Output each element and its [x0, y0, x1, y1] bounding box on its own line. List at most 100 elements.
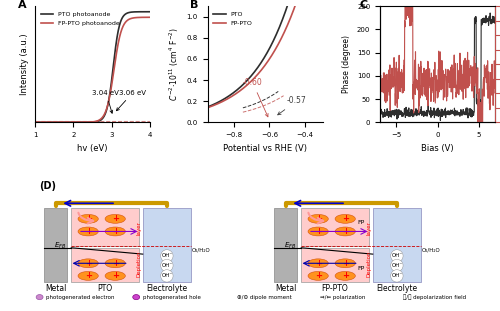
FP-PTO photoanode — [147, 16, 153, 19]
Text: O₂/H₂O: O₂/H₂O — [192, 248, 210, 253]
Text: Metal: Metal — [275, 284, 296, 293]
Ellipse shape — [335, 259, 355, 268]
Text: Electrolyte: Electrolyte — [146, 284, 188, 293]
FP-PTO photoanode — [126, 17, 132, 21]
Text: B: B — [190, 0, 198, 10]
Text: OH⁻: OH⁻ — [162, 253, 172, 258]
PTO — [204, 105, 210, 109]
FP-PTO photoanode — [94, 119, 100, 123]
Ellipse shape — [105, 259, 126, 268]
Bar — [142, 208, 191, 282]
Ellipse shape — [133, 295, 140, 300]
PTO photoanode — [86, 120, 92, 124]
Text: OH⁻: OH⁻ — [392, 263, 402, 268]
Text: +: + — [314, 272, 322, 281]
Text: Depletion: Depletion — [136, 250, 141, 276]
Ellipse shape — [308, 227, 328, 236]
Bar — [301, 248, 369, 282]
Text: +: + — [314, 259, 322, 268]
Text: photogenerated hole: photogenerated hole — [143, 295, 201, 299]
Ellipse shape — [335, 214, 355, 223]
FP-PTO — [205, 106, 211, 109]
Text: (D): (D) — [40, 181, 56, 191]
FP-PTO — [273, 46, 279, 50]
Ellipse shape — [78, 272, 98, 280]
Text: +: + — [342, 227, 348, 236]
Bar — [71, 248, 139, 282]
Text: +: + — [112, 259, 118, 268]
Line: PTO: PTO — [208, 0, 322, 107]
Text: +: + — [84, 272, 91, 281]
Text: +: + — [342, 259, 348, 268]
Y-axis label: Intensity (a.u.): Intensity (a.u.) — [20, 34, 30, 95]
Text: OH⁻: OH⁻ — [162, 263, 172, 268]
PTO — [275, 29, 281, 33]
Text: ⊕/⊖ dipole moment: ⊕/⊖ dipole moment — [238, 295, 292, 299]
FP-PTO photoanode — [100, 114, 106, 118]
Text: O₂/H₂O: O₂/H₂O — [422, 248, 440, 253]
Text: 3.06 eV: 3.06 eV — [116, 90, 146, 111]
X-axis label: hv (eV): hv (eV) — [77, 144, 108, 153]
PTO photoanode — [100, 115, 106, 119]
Text: layer: layer — [136, 221, 141, 235]
FP-PTO — [272, 47, 278, 51]
Ellipse shape — [78, 214, 98, 223]
Ellipse shape — [78, 227, 98, 236]
X-axis label: Potential vs RHE (V): Potential vs RHE (V) — [223, 144, 307, 153]
Ellipse shape — [78, 259, 98, 268]
Text: -0.60: -0.60 — [243, 78, 268, 117]
X-axis label: Bias (V): Bias (V) — [421, 144, 454, 153]
Bar — [274, 208, 297, 282]
Text: OH⁻: OH⁻ — [162, 273, 172, 278]
Text: +: + — [314, 214, 322, 223]
Bar — [71, 208, 139, 246]
Text: +: + — [112, 227, 118, 236]
Text: Depletion: Depletion — [366, 250, 372, 276]
PTO photoanode — [32, 120, 38, 124]
Text: Metal: Metal — [45, 284, 66, 293]
Text: +: + — [112, 272, 118, 281]
PTO photoanode — [94, 120, 100, 123]
Text: FP: FP — [357, 220, 364, 225]
PTO photoanode — [88, 120, 94, 124]
Ellipse shape — [105, 272, 126, 280]
Ellipse shape — [36, 295, 43, 300]
Text: FP-PTO: FP-PTO — [322, 284, 348, 293]
Text: -0.57: -0.57 — [278, 96, 307, 115]
Line: FP-PTO photoanode: FP-PTO photoanode — [35, 17, 150, 122]
Ellipse shape — [105, 227, 126, 236]
PTO — [272, 34, 278, 38]
PTO — [273, 33, 279, 37]
FP-PTO photoanode — [88, 120, 94, 124]
Ellipse shape — [335, 227, 355, 236]
Text: Electrolyte: Electrolyte — [376, 284, 418, 293]
Ellipse shape — [308, 259, 328, 268]
Text: $E_{FB}$: $E_{FB}$ — [54, 241, 66, 251]
PTO photoanode — [147, 10, 153, 14]
Legend: PTO photoanode, FP-PTO photoanode: PTO photoanode, FP-PTO photoanode — [38, 9, 122, 28]
Text: +: + — [342, 272, 348, 281]
Text: +: + — [112, 214, 118, 223]
Text: ⇒/⇐ polarization: ⇒/⇐ polarization — [320, 295, 366, 299]
Bar — [301, 208, 369, 246]
Ellipse shape — [308, 214, 328, 223]
PTO photoanode — [126, 11, 132, 14]
Text: +: + — [84, 259, 91, 268]
Bar — [372, 208, 421, 282]
Text: C: C — [360, 0, 368, 10]
Ellipse shape — [335, 272, 355, 280]
Text: PTO: PTO — [98, 284, 112, 293]
Text: FP: FP — [357, 266, 364, 271]
Text: A: A — [18, 0, 26, 10]
Ellipse shape — [105, 214, 126, 223]
Legend: PTO, FP-PTO: PTO, FP-PTO — [210, 9, 255, 28]
Bar — [44, 208, 68, 282]
Text: OH⁻: OH⁻ — [392, 273, 402, 278]
FP-PTO — [204, 106, 210, 109]
Text: ⬛/⬛ depolarization field: ⬛/⬛ depolarization field — [403, 294, 466, 300]
Text: photogenerated electron: photogenerated electron — [46, 295, 115, 299]
Text: layer: layer — [366, 221, 372, 235]
FP-PTO photoanode — [86, 120, 92, 124]
Text: OH⁻: OH⁻ — [392, 253, 402, 258]
Text: +: + — [84, 227, 91, 236]
